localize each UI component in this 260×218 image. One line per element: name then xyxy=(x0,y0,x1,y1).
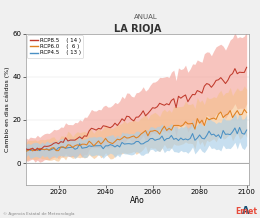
Legend: RCP8.5    ( 14 ), RCP6.0    (  6 ), RCP4.5    ( 13 ): RCP8.5 ( 14 ), RCP6.0 ( 6 ), RCP4.5 ( 13… xyxy=(27,36,83,58)
Title: LA RIOJA: LA RIOJA xyxy=(114,24,161,34)
Text: © Agencia Estatal de Meteorología: © Agencia Estatal de Meteorología xyxy=(3,212,74,216)
Y-axis label: Cambio en dias cálidos (%): Cambio en dias cálidos (%) xyxy=(4,66,10,152)
X-axis label: Año: Año xyxy=(130,196,145,205)
Text: ANUAL: ANUAL xyxy=(134,14,158,20)
Text: Emet: Emet xyxy=(235,207,257,216)
Text: A: A xyxy=(242,206,250,216)
